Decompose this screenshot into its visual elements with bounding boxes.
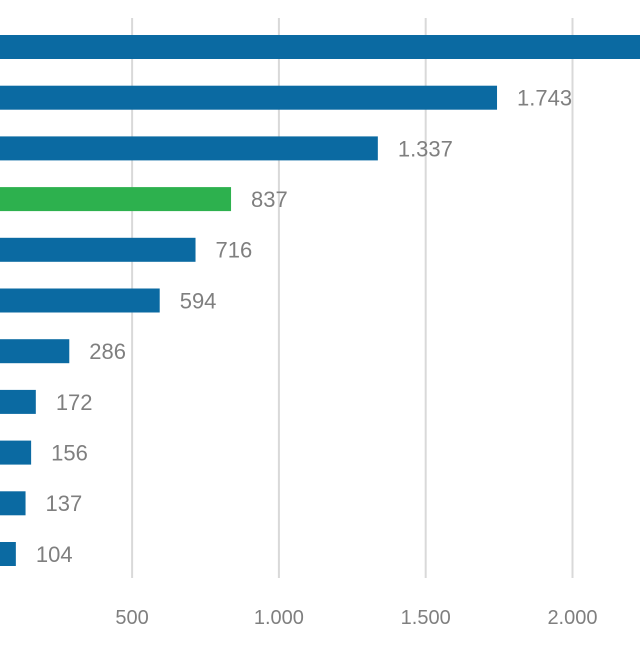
bar-value-label: 286 (89, 339, 126, 364)
x-tick-label: 1.000 (254, 607, 304, 629)
tick-layer: 500 1.000 1.500 2.000 (115, 607, 597, 629)
bar-highlighted (0, 187, 232, 212)
bar (0, 389, 36, 414)
bar-value-label: 716 (216, 238, 253, 263)
bar-value-label: 1.743 (517, 86, 572, 111)
bar-value-label: 172 (56, 390, 93, 415)
bar (0, 491, 26, 516)
bar-value-label: 156 (51, 441, 88, 466)
bar (0, 35, 640, 59)
bar-value-label: 594 (180, 288, 217, 313)
label-layer: 1.743 1.337 837 716 594 286 172 156 137 104 (36, 86, 572, 567)
x-tick-label: 2.000 (547, 607, 597, 629)
bar-layer (0, 35, 640, 566)
bar (0, 85, 498, 110)
bar-value-label: 1.337 (398, 136, 453, 161)
bar-value-label: 837 (251, 187, 288, 212)
bar-value-label: 137 (46, 491, 83, 516)
bar-value-label: 104 (36, 542, 73, 567)
bar (0, 136, 378, 161)
bar (0, 339, 70, 364)
bar (0, 440, 32, 465)
bar (0, 237, 196, 262)
bar (0, 542, 16, 566)
bar (0, 288, 160, 313)
x-tick-label: 500 (115, 607, 148, 629)
x-tick-label: 1.500 (401, 607, 451, 629)
